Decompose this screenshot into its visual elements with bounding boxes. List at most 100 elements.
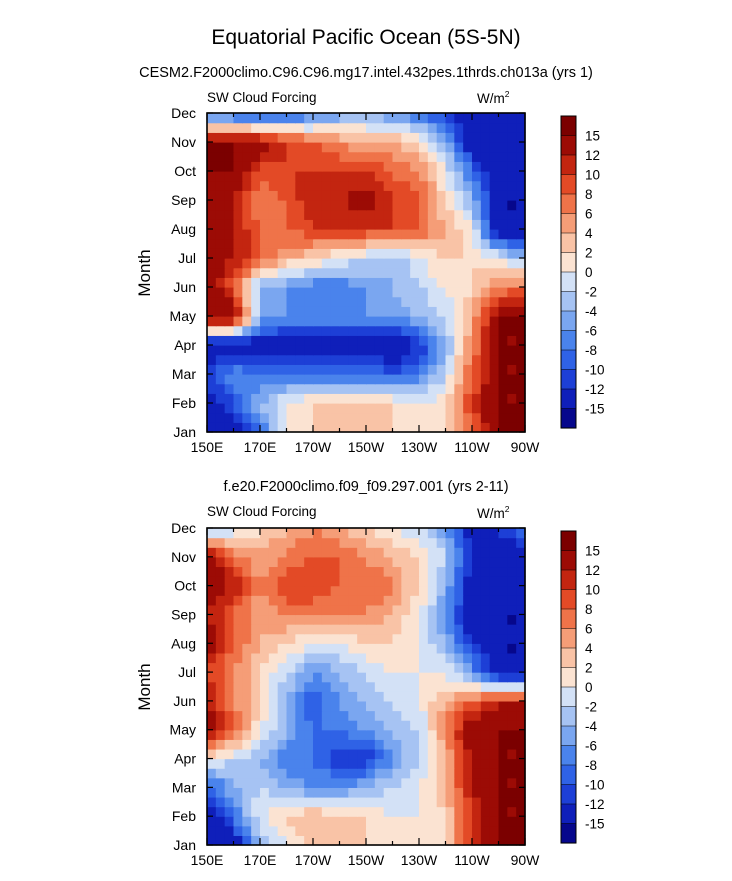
heatmap-cell	[480, 122, 491, 133]
heatmap-cell	[463, 758, 473, 769]
heatmap-cell	[321, 287, 332, 298]
heatmap-cell	[268, 825, 279, 836]
heatmap-cell	[454, 335, 464, 346]
heatmap-cell	[392, 614, 402, 625]
heatmap-cell	[268, 122, 279, 133]
heatmap-cell	[313, 403, 323, 414]
heatmap-cell	[480, 325, 491, 336]
heatmap-cell	[472, 576, 482, 587]
heatmap-cell	[286, 547, 296, 558]
heatmap-cell	[445, 345, 455, 356]
colorbar-swatch	[560, 608, 577, 630]
heatmap-cell	[330, 248, 341, 259]
heatmap-cell	[498, 238, 508, 249]
heatmap-cell	[454, 595, 464, 606]
heatmap-cell	[472, 796, 482, 808]
heatmap-cell	[295, 374, 305, 385]
heatmap-cell	[277, 248, 288, 259]
heatmap-cell	[480, 393, 491, 404]
heatmap-cell	[339, 325, 349, 336]
heatmap-cell	[348, 566, 358, 577]
heatmap-cell	[445, 180, 455, 191]
heatmap-cell	[357, 739, 367, 750]
heatmap-cell	[472, 537, 482, 548]
heatmap-cell	[321, 219, 332, 230]
heatmap-cell	[463, 248, 473, 259]
heatmap-cell	[419, 412, 429, 423]
heatmap-cell	[339, 825, 349, 836]
heatmap-cell	[480, 180, 491, 191]
heatmap-cell	[419, 171, 429, 182]
heatmap-cell	[268, 710, 279, 721]
heatmap-cell	[215, 681, 226, 692]
heatmap-cell	[454, 624, 464, 635]
heatmap-cell	[507, 777, 517, 788]
heatmap-cell	[489, 758, 500, 769]
heatmap-cell	[489, 633, 500, 644]
heatmap-cell	[445, 403, 455, 414]
heatmap-cell	[215, 595, 226, 606]
heatmap-cell	[295, 729, 305, 740]
heatmap-cell	[392, 768, 402, 779]
heatmap-cell	[286, 335, 296, 346]
heatmap-cell	[330, 258, 341, 269]
x-tick-label: 150E	[191, 439, 224, 455]
heatmap-cell	[507, 248, 517, 259]
heatmap-cell	[348, 700, 358, 712]
heatmap-cell	[242, 364, 252, 375]
heatmap-cell	[366, 681, 376, 692]
heatmap-cell	[516, 287, 526, 298]
heatmap-cell	[251, 161, 261, 172]
heatmap-cell	[392, 277, 402, 288]
heatmap-cell	[480, 537, 491, 548]
heatmap-cell	[357, 229, 367, 240]
heatmap-cell	[516, 354, 526, 365]
heatmap-cell	[251, 825, 261, 836]
heatmap-cell	[392, 296, 402, 307]
heatmap-cell	[507, 277, 517, 288]
heatmap-cell	[260, 547, 270, 558]
heatmap-cell	[268, 614, 279, 625]
heatmap-cell	[207, 306, 217, 317]
heatmap-cell	[489, 374, 500, 385]
heatmap-cell	[251, 180, 261, 191]
heatmap-cell	[480, 422, 491, 433]
heatmap-cell	[507, 768, 517, 779]
heatmap-cell	[251, 200, 261, 211]
heatmap-cell	[321, 325, 332, 336]
heatmap-cell	[357, 652, 367, 664]
heatmap-cell	[207, 585, 217, 596]
heatmap-cell	[348, 345, 358, 356]
heatmap-cell	[516, 248, 526, 259]
heatmap-cell	[489, 720, 500, 731]
heatmap-cell	[489, 422, 500, 433]
colorbar-swatch	[560, 530, 577, 552]
heatmap-cell	[224, 422, 235, 433]
heatmap-cell	[480, 161, 491, 172]
heatmap-cell	[436, 296, 447, 307]
heatmap-cell	[224, 720, 235, 731]
heatmap-cell	[374, 739, 385, 750]
heatmap-cell	[366, 787, 376, 798]
heatmap-cell	[313, 681, 323, 692]
heatmap-cell	[366, 825, 376, 836]
heatmap-cell	[224, 277, 235, 288]
heatmap-cell	[286, 643, 296, 654]
heatmap-cell	[304, 758, 314, 769]
heatmap-cell	[224, 681, 235, 692]
heatmap-cell	[321, 142, 332, 153]
heatmap-cell	[463, 383, 473, 394]
heatmap-cell	[215, 537, 226, 548]
heatmap-cell	[454, 816, 464, 827]
heatmap-cell	[242, 161, 252, 172]
heatmap-cell	[480, 296, 491, 307]
heatmap-cell	[215, 816, 226, 827]
heatmap-cell	[507, 720, 517, 731]
heatmap-cell	[472, 652, 482, 664]
heatmap-cell	[366, 383, 376, 394]
heatmap-cell	[419, 200, 429, 211]
heatmap-cell	[260, 354, 270, 365]
heatmap-cell	[436, 796, 447, 808]
heatmap-cell	[330, 547, 341, 558]
heatmap-cell	[330, 595, 341, 606]
